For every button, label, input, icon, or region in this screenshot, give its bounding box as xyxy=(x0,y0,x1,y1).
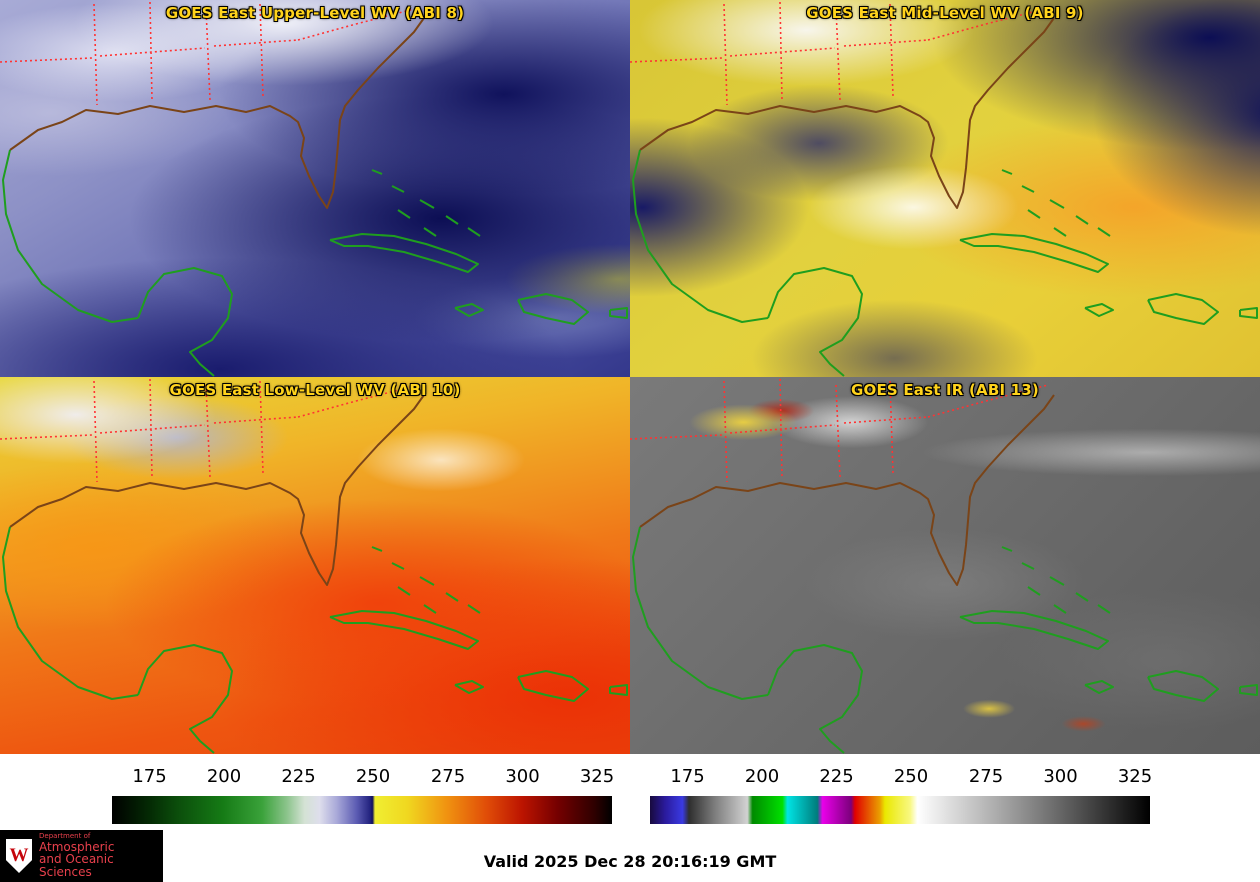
wv-tick-label: 225 xyxy=(281,766,316,787)
panel-mid-level-wv: GOES East Mid-Level WV (ABI 9) xyxy=(630,0,1260,377)
wv-tick-label: 325 xyxy=(579,766,615,787)
uw-crest-letter: W xyxy=(9,845,29,866)
uw-aos-logo: W Department of Atmospheric and Oceanic … xyxy=(0,830,163,882)
wv-tick-label: 250 xyxy=(355,766,391,787)
panel-low-level-wv: GOES East Low-Level WV (ABI 10) xyxy=(0,377,630,754)
wv-colorbar-ticks: 175 200 225 250 275 300 325 xyxy=(112,766,615,792)
ir-tick-label: 175 xyxy=(670,766,705,787)
map-overlay-low-wv xyxy=(0,378,628,754)
ir-tick-label: 325 xyxy=(1117,766,1153,787)
logo-line-1: Atmospheric xyxy=(39,839,115,854)
panel-grid: GOES East Upper-Level WV (ABI 8) GOES Ea… xyxy=(0,0,1260,754)
panel-ir: GOES East IR (ABI 13) xyxy=(630,377,1260,754)
wv-tick-label: 175 xyxy=(132,766,167,787)
ir-colorbar-gradient xyxy=(650,796,1150,824)
uw-aos-logo-text: Department of Atmospheric and Oceanic Sc… xyxy=(39,832,157,879)
footer: W Department of Atmospheric and Oceanic … xyxy=(0,830,1260,882)
wv-tick-label: 275 xyxy=(430,766,466,787)
wv-tick-label: 200 xyxy=(206,766,242,787)
ir-colorbar-ticks: 175 200 225 250 275 300 325 xyxy=(650,766,1153,792)
ir-tick-label: 300 xyxy=(1043,766,1078,787)
ir-tick-label: 275 xyxy=(968,766,1004,787)
map-overlay-mid-wv xyxy=(630,1,1258,377)
logo-dept-line: Department of xyxy=(39,832,91,841)
logo-line-2: and Oceanic Sciences xyxy=(39,852,114,879)
panel-upper-level-wv: GOES East Upper-Level WV (ABI 8) xyxy=(0,0,630,377)
map-overlay-ir xyxy=(630,378,1258,754)
wv-colorbar: 175 200 225 250 275 300 325 xyxy=(112,766,615,824)
valid-time-label: Valid 2025 Dec 28 20:16:19 GMT xyxy=(483,852,777,871)
panel-title-low-wv: GOES East Low-Level WV (ABI 10) xyxy=(169,381,461,399)
panel-title-mid-wv: GOES East Mid-Level WV (ABI 9) xyxy=(806,4,1084,22)
wv-colorbar-gradient xyxy=(112,796,612,824)
map-overlay-upper-wv xyxy=(0,1,628,377)
ir-tick-label: 225 xyxy=(819,766,854,787)
ir-tick-label: 250 xyxy=(893,766,929,787)
ir-colorbar: 175 200 225 250 275 300 325 xyxy=(650,766,1153,824)
ir-tick-label: 200 xyxy=(744,766,780,787)
panel-title-ir: GOES East IR (ABI 13) xyxy=(850,381,1039,399)
wv-tick-label: 300 xyxy=(505,766,540,787)
panel-title-upper-wv: GOES East Upper-Level WV (ABI 8) xyxy=(165,4,465,22)
